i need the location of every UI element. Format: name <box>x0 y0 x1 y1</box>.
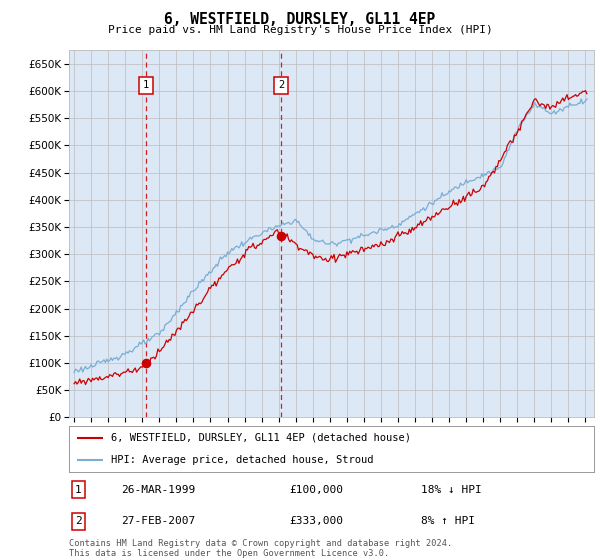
Point <box>277 232 286 241</box>
Text: 1: 1 <box>143 80 149 90</box>
Text: 6, WESTFIELD, DURSLEY, GL11 4EP (detached house): 6, WESTFIELD, DURSLEY, GL11 4EP (detache… <box>111 432 411 442</box>
Text: 2: 2 <box>75 516 82 526</box>
Text: 1: 1 <box>75 484 82 494</box>
Text: 8% ↑ HPI: 8% ↑ HPI <box>421 516 475 526</box>
Point <box>142 358 151 367</box>
Text: 6, WESTFIELD, DURSLEY, GL11 4EP: 6, WESTFIELD, DURSLEY, GL11 4EP <box>164 12 436 27</box>
Text: £333,000: £333,000 <box>290 516 343 526</box>
Text: 26-MAR-1999: 26-MAR-1999 <box>121 484 196 494</box>
Text: HPI: Average price, detached house, Stroud: HPI: Average price, detached house, Stro… <box>111 455 373 465</box>
Text: 27-FEB-2007: 27-FEB-2007 <box>121 516 196 526</box>
Text: 2: 2 <box>278 80 284 90</box>
Text: £100,000: £100,000 <box>290 484 343 494</box>
Text: Contains HM Land Registry data © Crown copyright and database right 2024.
This d: Contains HM Land Registry data © Crown c… <box>69 539 452 558</box>
Text: Price paid vs. HM Land Registry's House Price Index (HPI): Price paid vs. HM Land Registry's House … <box>107 25 493 35</box>
Text: 18% ↓ HPI: 18% ↓ HPI <box>421 484 482 494</box>
